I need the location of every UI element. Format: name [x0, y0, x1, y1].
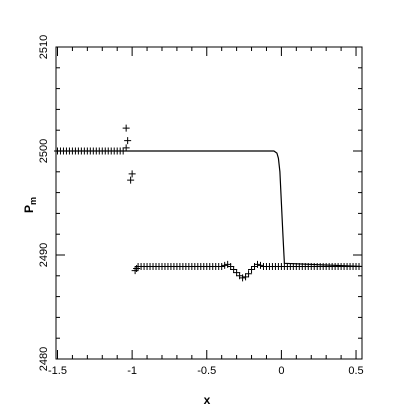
plus-marker — [248, 266, 256, 274]
y-axis-label-sub: m — [28, 197, 38, 205]
plot-frame — [55, 46, 363, 360]
y-axis-label-main: P — [22, 205, 36, 213]
plus-marker — [122, 144, 130, 152]
plus-marker — [221, 261, 229, 269]
plus-marker — [128, 170, 136, 178]
plus-marker — [124, 137, 132, 145]
x-axis-label: x — [204, 393, 211, 407]
plus-marker — [242, 273, 250, 281]
plus-marker — [256, 261, 264, 269]
y-tick-label: 2490 — [38, 243, 50, 267]
plus-marker — [127, 176, 135, 184]
y-tick-label: 2480 — [38, 347, 50, 371]
y-tick-label: 2510 — [38, 35, 50, 59]
plus-marker — [254, 260, 262, 268]
plus-marker — [218, 262, 226, 270]
plus-marker — [227, 262, 235, 270]
x-tick-label: -1.5 — [48, 365, 67, 377]
plus-marker — [230, 266, 238, 274]
y-axis-label: Pm — [22, 197, 38, 213]
plus-marker — [233, 269, 241, 277]
x-tick-label: -0.5 — [197, 365, 216, 377]
y-tick-label: 2500 — [38, 139, 50, 163]
x-tick-label: -1 — [127, 365, 137, 377]
plus-marker — [239, 274, 247, 282]
x-tick-label: 0 — [278, 365, 284, 377]
line — [56, 150, 363, 268]
x-tick-label: 0.5 — [348, 365, 363, 377]
plus-marker — [122, 124, 130, 132]
plus-marker — [245, 270, 253, 278]
